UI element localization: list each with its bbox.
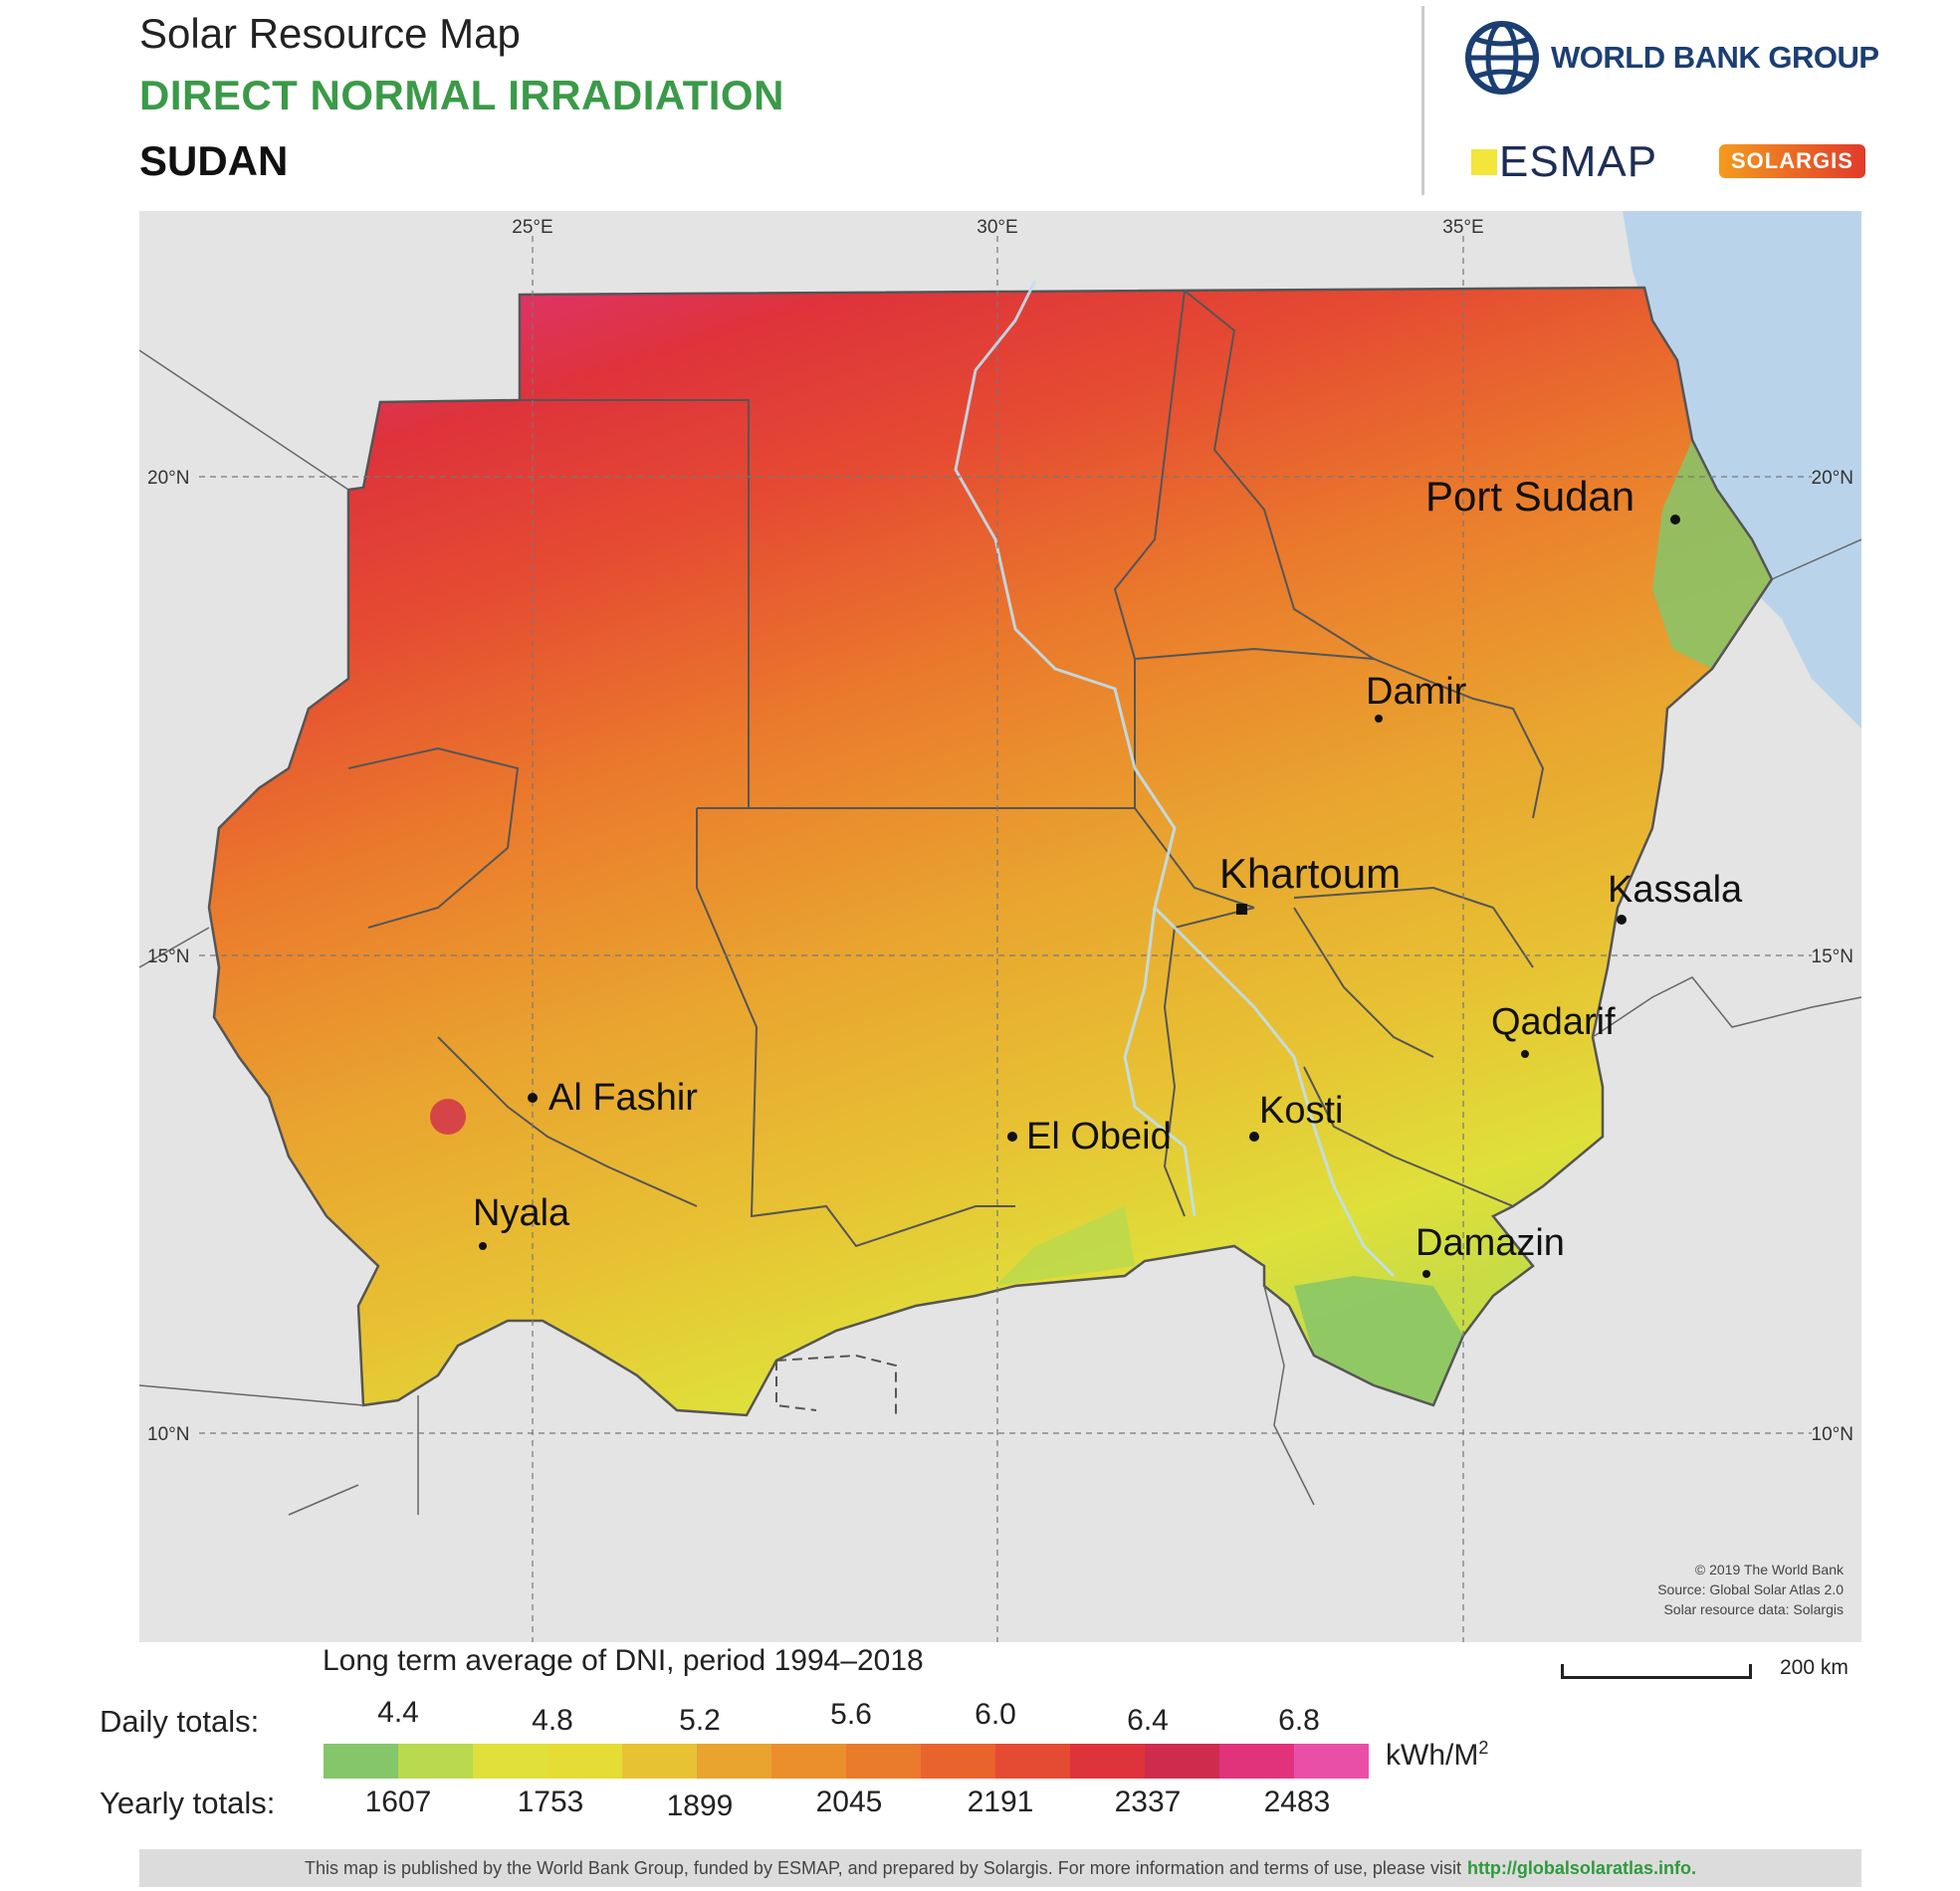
legend-swatch-3 xyxy=(473,1744,547,1779)
legend-unit: kWh/M2 xyxy=(1386,1738,1488,1773)
neighbor-borders xyxy=(139,349,1861,1516)
svg-text:Damir: Damir xyxy=(1366,671,1467,713)
globe-icon xyxy=(1465,21,1539,95)
city-khartoum: Khartoum xyxy=(1219,850,1401,915)
legend-title: Long term average of DNI, period 1994–20… xyxy=(323,1644,924,1677)
sudan-border xyxy=(207,286,1774,1417)
sudan-dni-fill xyxy=(209,288,1772,1415)
svg-text:Port Sudan: Port Sudan xyxy=(1425,473,1634,520)
legend-swatch-6 xyxy=(697,1744,771,1779)
world-bank-logo: WORLD BANK GROUP xyxy=(1463,18,1879,98)
legend-swatch-12 xyxy=(1145,1744,1219,1779)
lon-label-25: 25°E xyxy=(512,217,552,238)
daily-tick-6-4: 6.4 xyxy=(1127,1704,1169,1737)
scale-bar xyxy=(1561,1664,1752,1679)
credit-copyright: © 2019 The World Bank xyxy=(1695,1562,1845,1577)
legend-swatch-4 xyxy=(547,1744,622,1779)
svg-text:Khartoum: Khartoum xyxy=(1219,850,1401,897)
city-port-sudan: Port Sudan xyxy=(1425,473,1680,525)
lat-label-15-left: 15°N xyxy=(147,946,189,967)
legend-swatch-1 xyxy=(324,1744,398,1779)
city-damir: Damir xyxy=(1366,671,1467,723)
legend-unit-sup: 2 xyxy=(1478,1738,1489,1758)
svg-text:Qadarif: Qadarif xyxy=(1491,1001,1616,1043)
credit-source: Source: Global Solar Atlas 2.0 xyxy=(1657,1581,1844,1597)
city-qadarif: Qadarif xyxy=(1491,1001,1616,1058)
footer: This map is published by the World Bank … xyxy=(139,1849,1861,1887)
city-al-fashir: Al Fashir xyxy=(528,1077,698,1119)
yearly-totals-label: Yearly totals: xyxy=(100,1786,276,1820)
legend-swatch-5 xyxy=(622,1744,697,1779)
credit-resource-data: Solar resource data: Solargis xyxy=(1663,1601,1844,1617)
sudan-region xyxy=(207,280,1774,1417)
jebel-marra-hotspot xyxy=(430,1099,466,1135)
svg-text:Kosti: Kosti xyxy=(1259,1090,1343,1132)
city-el-obeid: El Obeid xyxy=(1007,1116,1172,1157)
map-title: Solar Resource Map xyxy=(139,10,521,57)
footer-text: This map is published by the World Bank … xyxy=(305,1857,1461,1878)
scale-bar-label: 200 km xyxy=(1780,1656,1849,1679)
svg-text:Kassala: Kassala xyxy=(1608,869,1743,911)
abyei-border xyxy=(775,1354,897,1415)
legend-unit-text: kWh/M xyxy=(1386,1739,1479,1772)
daily-tick-6-0: 6.0 xyxy=(975,1698,1016,1731)
legend-swatch-7 xyxy=(771,1744,846,1779)
daily-tick-4-8: 4.8 xyxy=(532,1704,573,1737)
dni-map: 25°E 30°E 35°E 20°N 20°N 15°N 15°N 10°N … xyxy=(139,211,1861,1642)
city-nyala: Nyala xyxy=(473,1192,570,1250)
lat-label-10-left: 10°N xyxy=(147,1424,189,1445)
daily-tick-6-8: 6.8 xyxy=(1278,1704,1320,1737)
lon-label-30: 30°E xyxy=(977,217,1017,238)
yearly-tick-2483: 2483 xyxy=(1263,1786,1331,1818)
low-dni-south xyxy=(995,1206,1135,1286)
daily-tick-5-6: 5.6 xyxy=(830,1698,872,1731)
city-kosti: Kosti xyxy=(1249,1090,1343,1142)
country-name: SUDAN xyxy=(139,137,289,184)
esmap-mark-icon xyxy=(1471,149,1497,175)
svg-text:Nyala: Nyala xyxy=(473,1192,570,1234)
daily-tick-4-4: 4.4 xyxy=(377,1696,419,1729)
low-dni-southeast xyxy=(1294,1276,1463,1405)
map-subtitle: DIRECT NORMAL IRRADIATION xyxy=(139,72,784,118)
svg-text:Al Fashir: Al Fashir xyxy=(548,1077,698,1119)
lat-label-15-right: 15°N xyxy=(1812,946,1853,967)
red-sea xyxy=(1623,211,1861,729)
legend-swatch-10 xyxy=(995,1744,1070,1779)
nile-river xyxy=(954,280,1396,1278)
legend-swatch-2 xyxy=(398,1744,473,1779)
legend-color-bar xyxy=(324,1744,1369,1779)
footer-link[interactable]: http://globalsolaratlas.info. xyxy=(1466,1857,1696,1878)
svg-text:Damazin: Damazin xyxy=(1416,1222,1565,1264)
daily-totals-label: Daily totals: xyxy=(100,1704,260,1739)
svg-text:El Obeid: El Obeid xyxy=(1026,1116,1172,1157)
city-damazin: Damazin xyxy=(1416,1222,1565,1278)
yearly-tick-1753: 1753 xyxy=(517,1786,584,1818)
esmap-logo: ESMAP xyxy=(1471,137,1657,187)
legend-swatch-9 xyxy=(921,1744,995,1779)
header-divider xyxy=(1421,6,1424,195)
legend-swatch-8 xyxy=(846,1744,921,1779)
lat-label-20-left: 20°N xyxy=(147,468,189,489)
yearly-tick-1899: 1899 xyxy=(666,1789,734,1822)
low-dni-coast xyxy=(1652,440,1772,669)
solargis-logo: SOLARGIS xyxy=(1719,144,1865,178)
city-kassala: Kassala xyxy=(1608,869,1743,925)
lon-label-35: 35°E xyxy=(1442,217,1483,238)
yearly-tick-2045: 2045 xyxy=(815,1786,883,1818)
yearly-tick-2191: 2191 xyxy=(967,1786,1034,1818)
legend-swatch-13 xyxy=(1219,1744,1294,1779)
lat-label-20-right: 20°N xyxy=(1812,468,1853,489)
graticule xyxy=(199,236,1812,1642)
legend-swatch-14 xyxy=(1294,1744,1369,1779)
world-bank-logo-text: WORLD BANK GROUP xyxy=(1551,40,1879,75)
daily-tick-5-2: 5.2 xyxy=(679,1704,721,1737)
yearly-tick-2337: 2337 xyxy=(1114,1786,1182,1818)
lat-label-10-right: 10°N xyxy=(1812,1424,1853,1445)
esmap-logo-text: ESMAP xyxy=(1499,137,1658,186)
legend-swatch-11 xyxy=(1070,1744,1145,1779)
yearly-tick-1607: 1607 xyxy=(364,1786,432,1818)
